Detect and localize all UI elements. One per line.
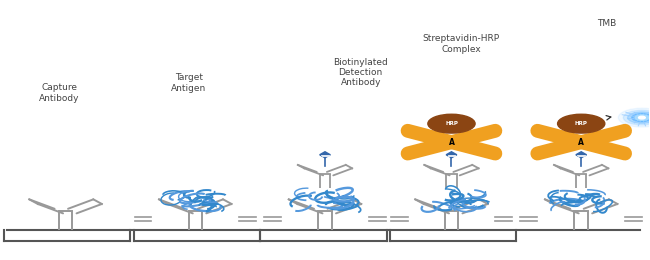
Text: HRP: HRP [575, 121, 588, 126]
Circle shape [618, 108, 650, 127]
Circle shape [628, 112, 650, 123]
Polygon shape [320, 152, 330, 158]
Circle shape [623, 110, 650, 125]
Text: Target
Antigen: Target Antigen [171, 73, 207, 93]
Text: TMB: TMB [597, 19, 616, 28]
Polygon shape [446, 152, 457, 158]
Text: A: A [578, 138, 584, 147]
Text: Biotinylated
Detection
Antibody: Biotinylated Detection Antibody [333, 57, 388, 87]
Circle shape [428, 114, 475, 133]
Text: A: A [448, 138, 454, 147]
Circle shape [638, 116, 645, 119]
Text: Streptavidin-HRP
Complex: Streptavidin-HRP Complex [422, 34, 500, 54]
Polygon shape [576, 152, 586, 158]
Text: Capture
Antibody: Capture Antibody [39, 83, 79, 103]
Circle shape [635, 115, 649, 120]
Circle shape [558, 114, 605, 133]
Text: HRP: HRP [445, 121, 458, 126]
Circle shape [632, 114, 650, 122]
